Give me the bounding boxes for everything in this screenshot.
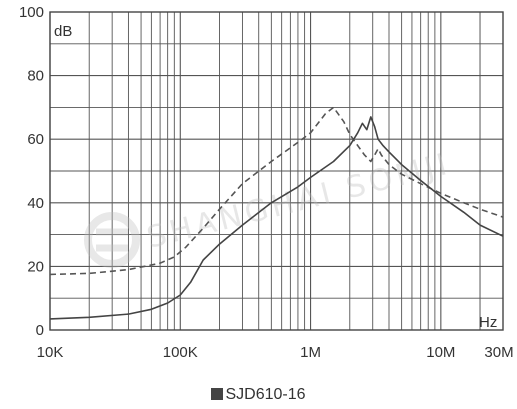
watermark-text: SHANGHAI SOMJI (143, 146, 454, 255)
y-axis-label: dB (54, 23, 72, 40)
axis-labels: 0 20 40 60 80 100 10K 100K 1M 10M 30M (19, 4, 514, 361)
series-line-solid (49, 116, 504, 320)
y-tick-label: 100 (19, 4, 44, 21)
x-tick-label: 10M (426, 344, 455, 361)
x-tick-label: 100K (163, 344, 198, 361)
legend-swatch (211, 388, 224, 400)
series-line-dashed (49, 106, 504, 276)
x-tick-label: 10K (37, 344, 64, 361)
legend-label: SJD610-16 (225, 386, 306, 403)
series-group (49, 106, 504, 320)
x-tick-label: 30M (484, 344, 513, 361)
y-tick-label: 0 (36, 322, 44, 339)
plot-frame (49, 11, 504, 331)
y-tick-label: 40 (27, 195, 44, 212)
legend: SJD610-16 (0, 386, 517, 404)
watermark-logo-mark (96, 228, 128, 252)
x-axis-label: Hz (479, 314, 497, 331)
y-tick-label: 80 (27, 68, 44, 85)
y-tick-label: 20 (27, 258, 44, 275)
y-tick-label: 60 (27, 131, 44, 148)
watermark-logo (84, 212, 140, 268)
grid (49, 11, 504, 331)
x-tick-label: 1M (300, 344, 321, 361)
